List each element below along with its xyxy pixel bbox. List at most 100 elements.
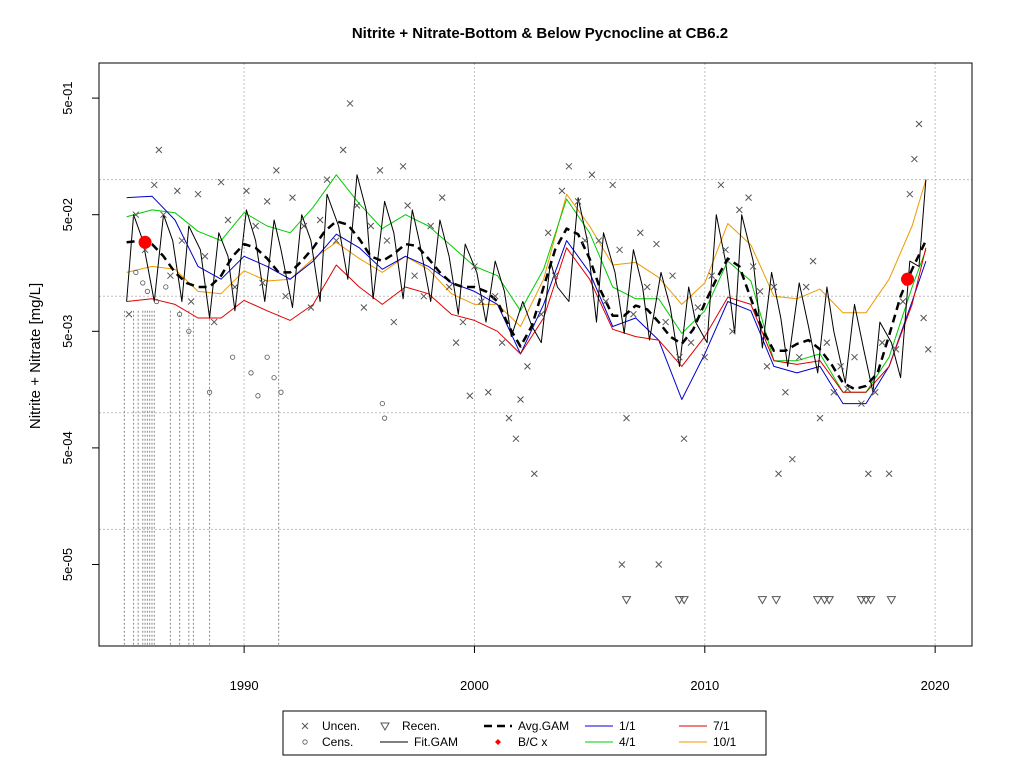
recensored-point — [886, 596, 897, 605]
uncensored-point — [498, 339, 506, 346]
uncensored-point — [404, 202, 412, 209]
uncensored-point — [399, 162, 407, 170]
x-tick-label: 2000 — [460, 678, 489, 693]
uncensored-point — [915, 120, 923, 128]
censored-point — [382, 415, 388, 421]
uncensored-point — [816, 414, 824, 422]
uncensored-point — [420, 292, 428, 300]
uncensored-point — [427, 222, 435, 230]
uncensored-point — [323, 176, 331, 183]
censored-point — [229, 354, 236, 360]
uncensored-point — [899, 298, 907, 305]
recensored-point — [861, 596, 871, 605]
uncensored-point — [701, 353, 709, 361]
legend-label-s10: 10/1 — [713, 735, 737, 749]
uncensored-point — [390, 318, 398, 326]
uncensored-point — [316, 216, 324, 224]
uncensored-point — [788, 455, 796, 463]
legend-symbol-cens — [302, 739, 308, 745]
uncensored-point — [775, 470, 782, 478]
uncensored-point — [851, 353, 858, 361]
uncensored-point — [263, 198, 271, 205]
legend-label-s7: 7/1 — [713, 719, 730, 733]
uncensored-point — [544, 229, 552, 237]
uncensored-point — [669, 272, 676, 280]
uncensored-point — [224, 216, 232, 224]
censored-point — [140, 280, 146, 286]
uncensored-point — [383, 237, 391, 244]
legend: Uncen. Cens. Recen. Fit.GAM Avg.GAM B/C x 1/1 4… — [282, 710, 767, 756]
uncensored-point — [595, 237, 603, 244]
recensored-point — [824, 596, 835, 605]
uncensored-point — [466, 392, 474, 400]
y-tick-label: 5e-02 — [60, 198, 75, 231]
censored-point — [379, 400, 385, 407]
uncensored-point — [830, 388, 838, 396]
uncensored-point — [471, 263, 478, 270]
censored-drop-lines — [123, 310, 280, 646]
uncensored-point — [892, 346, 900, 353]
data-points — [125, 100, 932, 605]
x-tick-label: 2020 — [921, 678, 950, 693]
legend-label-cens: Cens. — [322, 735, 353, 749]
uncensored-point — [282, 292, 289, 300]
censored-point — [153, 298, 160, 305]
recensored-point — [757, 596, 768, 605]
series-line-s1 — [126, 195, 927, 405]
recensored-point — [865, 596, 876, 605]
uncensored-point — [722, 246, 729, 254]
x-tick-label: 1990 — [230, 678, 259, 693]
legend-label-bc: B/C x — [518, 735, 547, 749]
uncensored-point — [680, 435, 688, 443]
uncensored-point — [367, 222, 375, 230]
uncensored-point — [491, 292, 499, 300]
recensored-point — [771, 596, 782, 605]
uncensored-point — [551, 272, 559, 280]
series-line-s10 — [126, 179, 927, 327]
censored-point — [186, 328, 192, 334]
uncensored-point — [920, 314, 927, 322]
series-line-s4 — [126, 174, 927, 393]
plot-frame — [98, 62, 973, 647]
y-tick-label: 5e-03 — [60, 315, 75, 348]
uncensored-point — [736, 206, 743, 214]
chart-title: Nitrite + Nitrate-Bottom & Below Pycnocl… — [352, 25, 728, 42]
series-line-s7 — [126, 247, 927, 393]
censored-point — [206, 389, 213, 395]
y-axis: 5e-05 5e-04 5e-03 5e-02 5e-01 — [60, 81, 100, 581]
uncensored-point — [289, 194, 296, 202]
series-line-avg — [126, 219, 928, 391]
uncensored-point — [687, 339, 695, 346]
uncensored-point — [173, 187, 181, 195]
legend-symbol-bc — [495, 739, 501, 745]
series-line-fit — [126, 174, 927, 393]
uncensored-point — [574, 198, 582, 205]
uncensored-point — [517, 396, 524, 403]
uncensored-point — [194, 190, 202, 198]
uncensored-point — [530, 470, 538, 478]
uncensored-point — [565, 162, 573, 170]
legend-label-avg: Avg.GAM — [518, 719, 569, 733]
uncensored-point — [809, 257, 817, 265]
censored-point — [255, 393, 261, 399]
uncensored-point — [187, 298, 195, 305]
uncensored-point — [201, 252, 209, 260]
legend-label-s4: 4/1 — [619, 735, 636, 749]
uncensored-point — [662, 318, 669, 326]
recensored-point — [621, 596, 632, 605]
uncensored-point — [411, 272, 418, 280]
uncensored-point — [906, 190, 914, 198]
uncensored-point — [155, 146, 163, 154]
legend-label-fit: Fit.GAM — [414, 735, 458, 749]
uncensored-point — [231, 283, 239, 291]
y-tick-label: 5e-04 — [60, 431, 75, 464]
uncensored-point — [844, 385, 851, 393]
uncensored-point — [160, 211, 167, 219]
y-axis-label: Nitrite + Nitrate [mg/L] — [27, 283, 44, 429]
uncensored-point — [307, 304, 315, 311]
uncensored-point — [745, 194, 752, 202]
uncensored-point — [376, 167, 384, 174]
uncensored-point — [749, 263, 757, 270]
recensored-point — [856, 596, 867, 605]
uncensored-point — [125, 310, 133, 318]
